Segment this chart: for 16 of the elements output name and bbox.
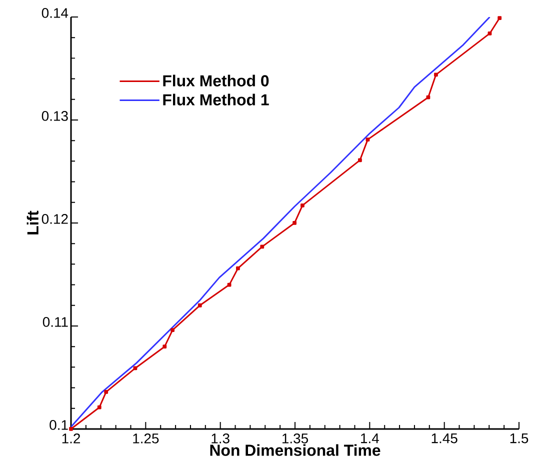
x-tick-label: 1.35: [282, 433, 308, 444]
y-axis-title: Lift: [26, 210, 38, 234]
y-tick-label: 0.12: [42, 214, 68, 224]
legend-label: Flux Method 0: [163, 74, 269, 86]
x-tick-label: 1.3: [212, 433, 230, 444]
x-tick-label: 1.45: [432, 434, 458, 444]
y-tick-label: 0.14: [42, 8, 68, 18]
y-tick-label: 0.1: [50, 420, 68, 430]
y-tick-label: 0.11: [42, 317, 68, 327]
y-tick-label: 0.13: [42, 111, 68, 121]
x-tick-label: 1.25: [133, 433, 159, 444]
legend-label: Flux Method 1: [163, 94, 269, 106]
x-tick-label: 1.2: [62, 433, 80, 444]
x-tick-label: 1.5: [510, 434, 528, 444]
x-axis-title: Non Dimensional Time: [210, 444, 380, 456]
x-tick-label: 1.4: [361, 434, 379, 444]
